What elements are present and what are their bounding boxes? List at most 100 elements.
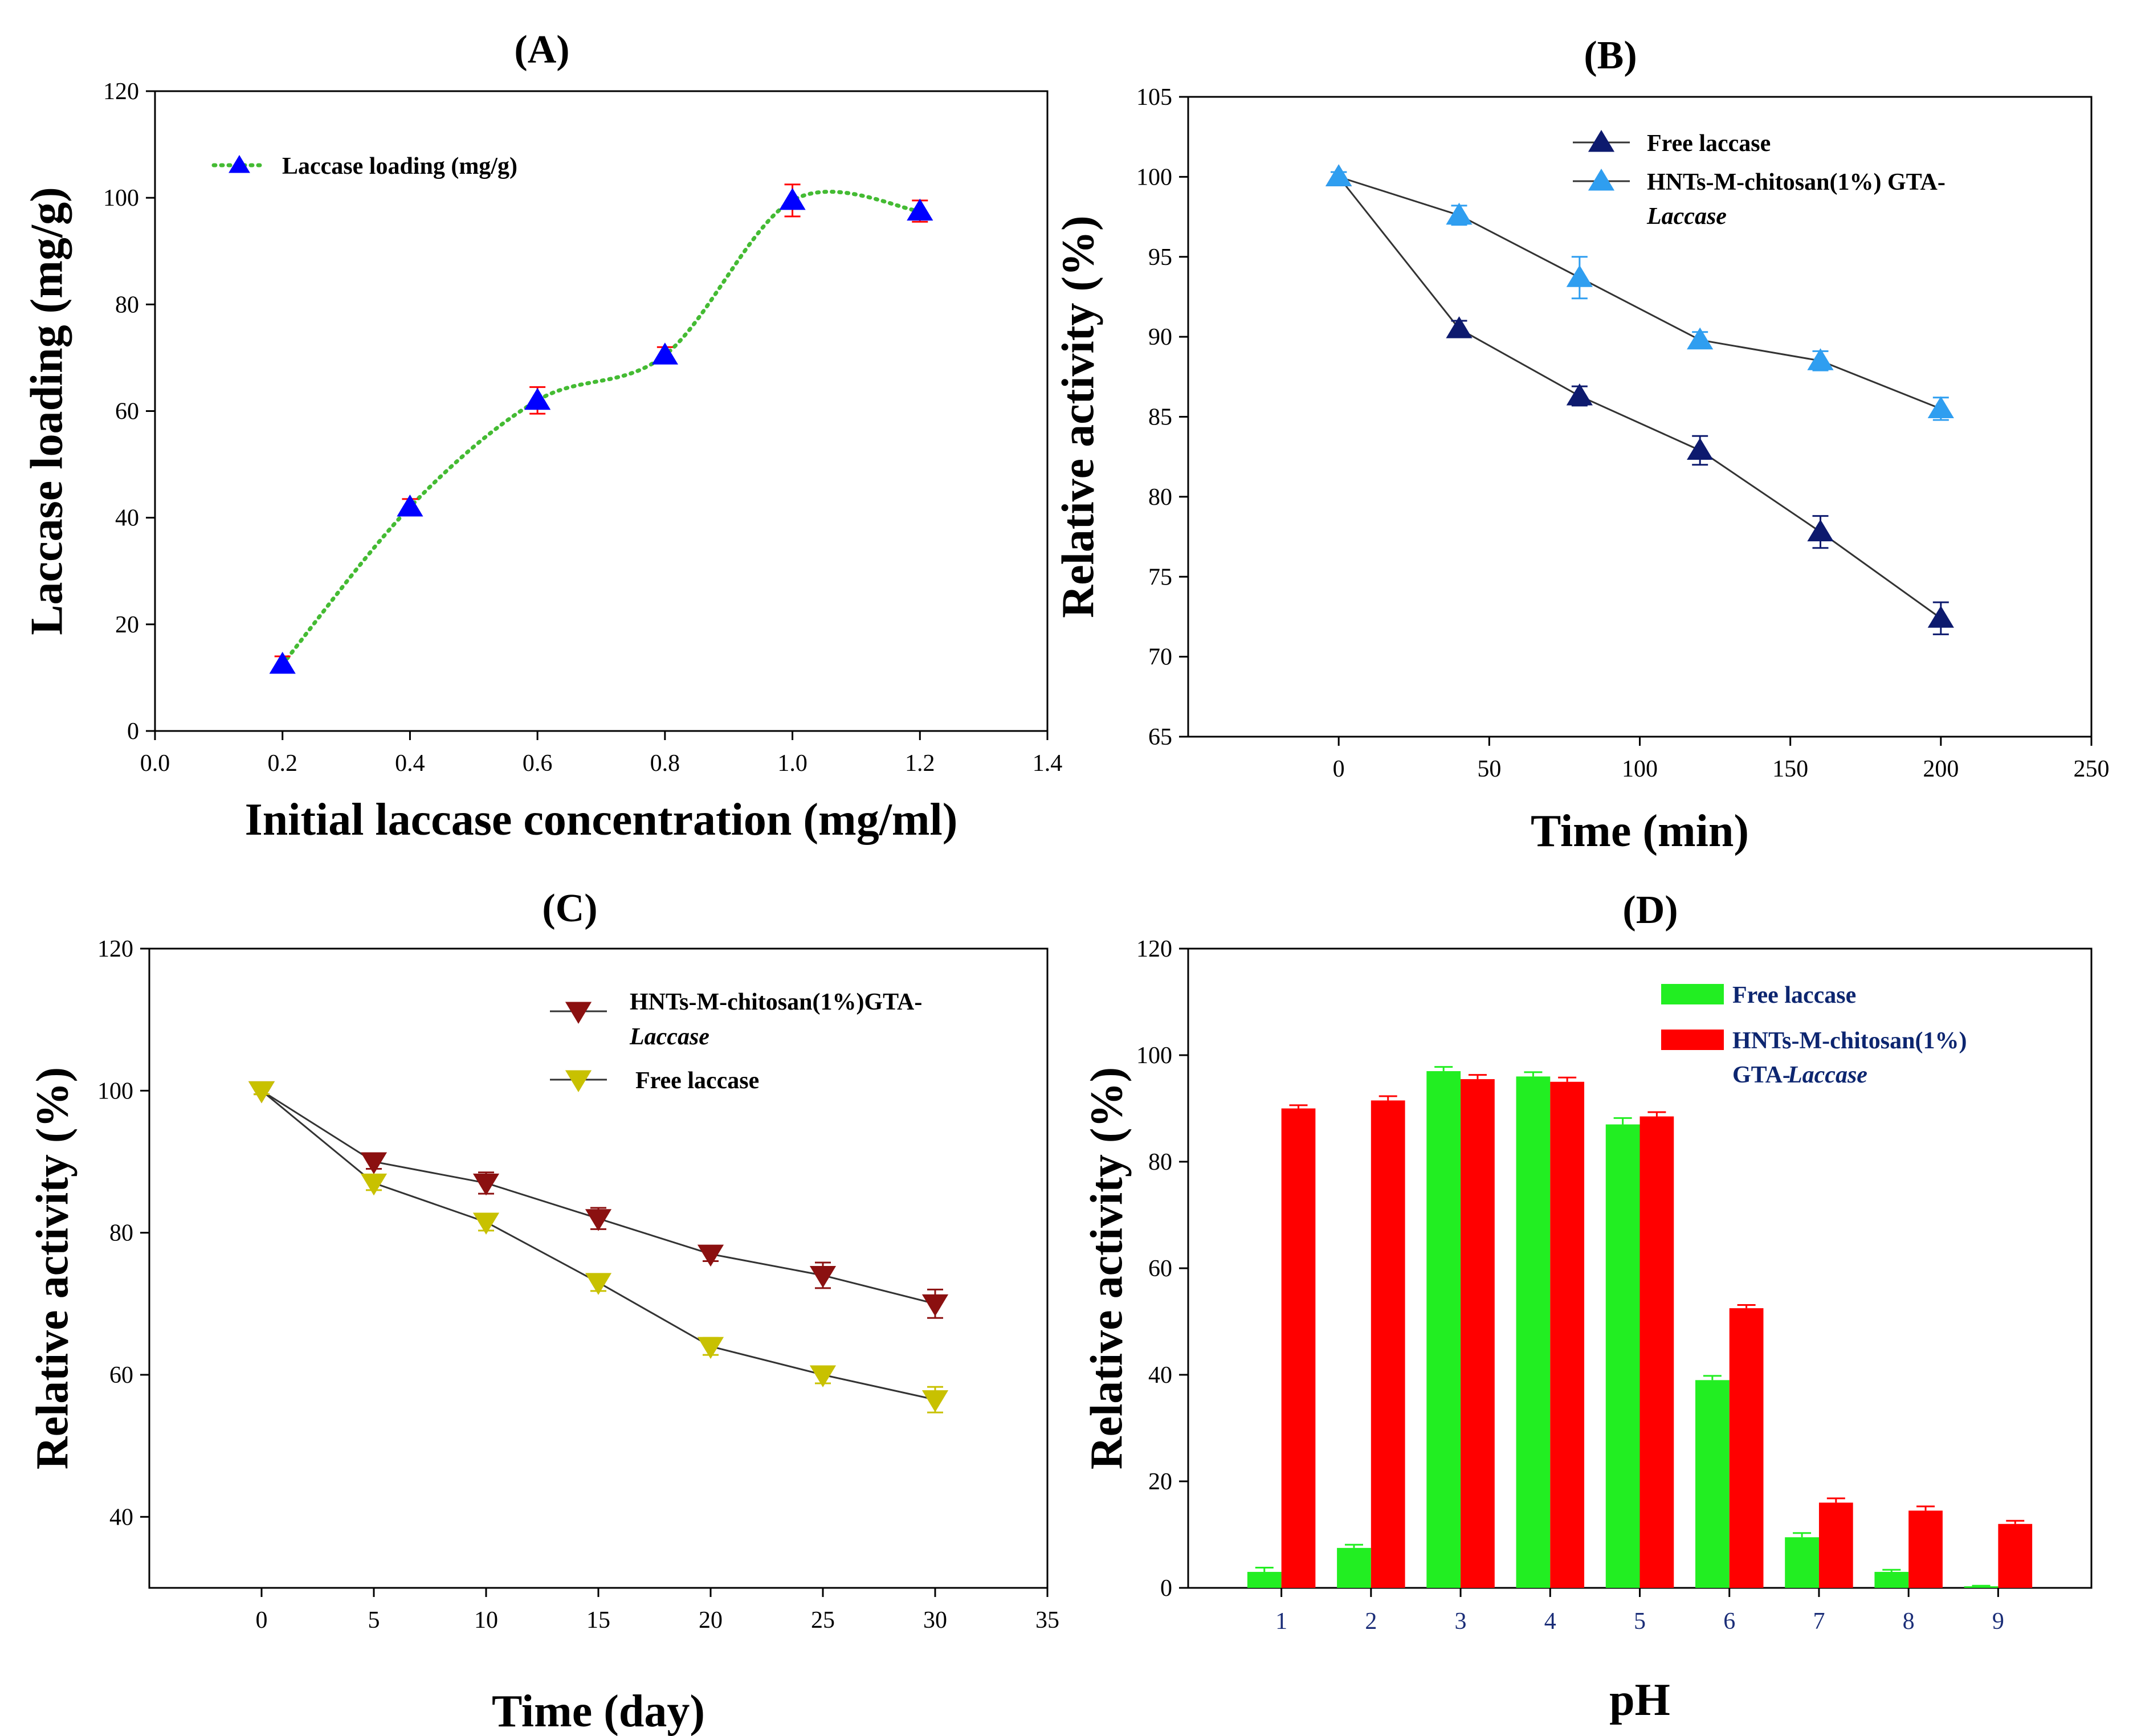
legend-label-italic: Laccase [629,1024,709,1050]
series-line [1338,175,1942,410]
x-tick-label: 200 [1923,756,1959,782]
y-tick-label: 100 [97,1078,133,1104]
panel-b-x-axis-title: Time (min) [1531,806,1749,856]
y-tick-label: 60 [115,399,139,425]
x-tick-label: 0.6 [523,750,553,777]
bar-immobilized-ph-5 [1639,1116,1674,1588]
panel-d-y-axis-title: Relative activity (%) [1082,1067,1132,1469]
marker-laccase-loading-mg-g [779,187,806,210]
y-tick-label: 40 [115,505,139,532]
legend-label: Laccase loading (mg/g) [282,153,517,179]
y-tick-label: 40 [109,1504,133,1530]
x-tick-label: 1.0 [777,750,807,777]
marker-hnts-m-chitosan-gta [1807,348,1834,370]
panel-c-frame [148,947,1049,1589]
panel-d-legend: Free laccase HNTs-M-chitosan(1%) GTA-Lacca… [1661,982,1967,1088]
legend-marker [1588,169,1615,191]
y-tick-label: 0 [127,718,139,745]
bar-free-ph-9 [1964,1586,1999,1588]
x-tick-label: 2 [1365,1608,1377,1635]
bar-immobilized-ph-7 [1818,1502,1853,1588]
marker-free-laccase [1927,606,1954,628]
series-line [261,1090,936,1305]
y-tick-label: 80 [109,1220,133,1247]
legend-label: Free laccase [1647,130,1771,157]
legend-marker [229,155,250,173]
bar-immobilized-ph-6 [1729,1308,1764,1588]
bar-free-ph-4 [1516,1076,1551,1588]
marker-laccase-loading-mg-g [651,342,678,365]
x-tick-label: 9 [1992,1608,2004,1635]
y-tick-label: 80 [115,292,139,318]
marker-hnts-m-chitosan-gta [1927,396,1954,418]
panel-c: (C) 40 60 80 100 120 0 5 10 15 20 25 30 35 Time (day) R… [27,887,1059,1736]
x-tick-label: 1.2 [905,750,935,777]
marker-hnts-m-chitosan-gta [472,1173,500,1196]
legend-swatch [1661,1030,1724,1050]
panel-a-frame [154,90,1049,732]
legend-label-italic: Laccase [1646,203,1727,230]
panel-b: (B) 65 70 75 80 85 90 95 100 105 0 50 100 150 200 250 Ti… [1053,34,2109,856]
marker-free-laccase [697,1337,724,1359]
marker-hnts-m-chitosan-gta [697,1244,724,1267]
x-tick-label: 5 [368,1607,380,1633]
y-tick-label: 20 [1148,1469,1172,1495]
x-tick-label: 20 [699,1607,723,1633]
panel-c-y-axis-title: Relative activity (%) [27,1067,78,1469]
y-tick-label: 65 [1148,724,1172,750]
y-tick-label: 90 [1148,324,1172,350]
y-tick-label: 120 [103,79,139,105]
panel-b-y-axis-title: Relative activity (%) [1053,215,1103,618]
bar-immobilized-ph-1 [1281,1108,1316,1588]
marker-laccase-loading-mg-g [397,494,423,517]
y-tick-label: 75 [1148,564,1172,590]
marker-free-laccase [1687,438,1714,460]
bar-immobilized-ph-4 [1550,1081,1585,1588]
x-tick-label: 1 [1275,1608,1287,1635]
panel-a: (A) 0 20 40 60 80 100 120 0.0 0.2 0.4 0.6 0.8 1.0 1.2 1… [22,28,1062,845]
marker-free-laccase [921,1390,949,1412]
marker-hnts-m-chitosan-gta [360,1152,388,1174]
y-tick-label: 105 [1136,84,1172,111]
legend-label-italic: Laccase [1787,1062,1867,1088]
panel-a-title: (A) [514,28,569,72]
bar-immobilized-ph-2 [1371,1100,1405,1588]
bar-free-ph-8 [1874,1571,1909,1588]
panel-a-legend: Laccase loading (mg/g) [211,153,517,179]
panel-b-title: (B) [1584,34,1637,77]
legend-marker [1588,130,1615,152]
panel-d-x-axis-title: pH [1609,1675,1670,1725]
x-tick-label: 10 [474,1607,498,1633]
panel-c-x-axis-title: Time (day) [492,1686,705,1736]
x-tick-label: 0.8 [650,750,680,777]
y-tick-label: 70 [1148,644,1172,671]
x-tick-label: 7 [1813,1608,1825,1635]
x-tick-label: 0.2 [267,750,297,777]
y-tick-label: 0 [1160,1575,1172,1602]
y-tick-label: 120 [1136,936,1172,962]
series-line [261,1090,936,1401]
legend-swatch [1661,984,1724,1004]
y-tick-label: 80 [1148,1149,1172,1175]
legend-label: HNTs-M-chitosan(1%) GTA- [1647,169,1946,195]
bar-free-ph-5 [1605,1124,1640,1588]
y-tick-label: 85 [1148,405,1172,431]
bar-free-ph-7 [1785,1537,1819,1588]
marker-free-laccase [472,1212,500,1235]
marker-laccase-loading-mg-g [524,387,551,410]
marker-free-laccase [248,1081,275,1104]
legend-label: Free laccase [1732,982,1856,1008]
x-tick-label: 30 [923,1607,947,1633]
y-tick-label: 80 [1148,484,1172,510]
x-tick-label: 3 [1455,1608,1467,1635]
y-tick-label: 100 [103,185,139,211]
bar-free-ph-1 [1247,1571,1282,1588]
y-tick-label: 100 [1136,1043,1172,1069]
x-tick-label: 150 [1772,756,1808,782]
marker-free-laccase [585,1273,612,1295]
bar-immobilized-ph-9 [1998,1523,2033,1588]
y-tick-label: 20 [115,612,139,638]
x-tick-label: 4 [1544,1608,1556,1635]
marker-laccase-loading-mg-g [907,198,933,221]
